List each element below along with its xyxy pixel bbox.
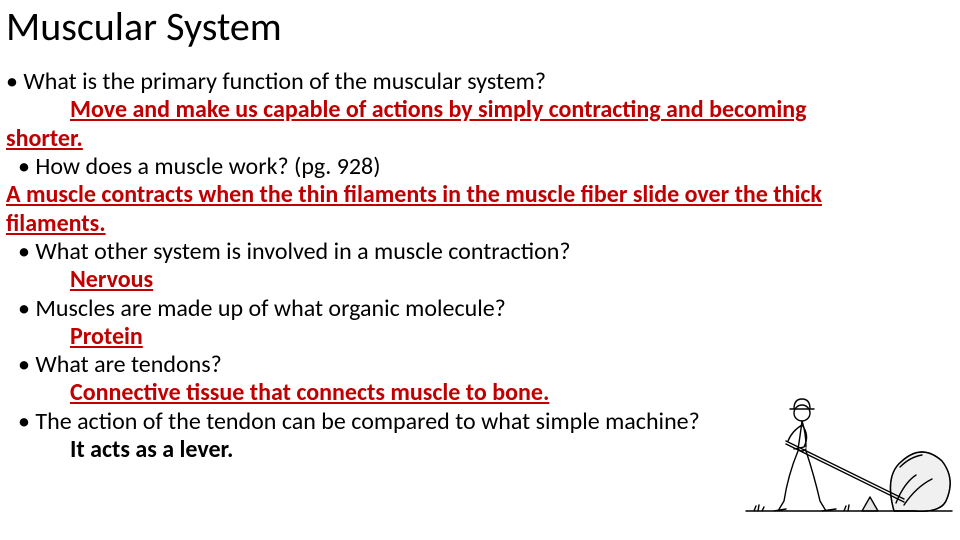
answer-3: Nervous <box>6 266 946 294</box>
answer-4-text: Protein <box>70 322 143 351</box>
slide: Muscular System What is the primary func… <box>0 0 960 540</box>
man-with-lever-and-rock-icon <box>744 383 954 518</box>
question-3: What other system is involved in a muscl… <box>6 238 946 266</box>
question-5: What are tendons? <box>6 351 946 379</box>
answer-1-line2: shorter. <box>6 125 946 153</box>
answer-4: Protein <box>6 323 946 351</box>
answer-1-text-a: Move and make us capable of actions by s… <box>70 95 807 124</box>
slide-title: Muscular System <box>6 2 282 51</box>
answer-2-line2: filaments. <box>6 210 946 238</box>
answer-1-line1: Move and make us capable of actions by s… <box>6 96 946 124</box>
question-4: Muscles are made up of what organic mole… <box>6 295 946 323</box>
answer-3-text: Nervous <box>70 265 153 294</box>
question-1: What is the primary function of the musc… <box>6 68 946 96</box>
answer-5-text: Connective tissue that connects muscle t… <box>70 378 549 407</box>
answer-6-text: It acts as a lever. <box>70 435 233 464</box>
question-2: How does a muscle work? (pg. 928) <box>6 153 946 181</box>
answer-2-line1: A muscle contracts when the thin filamen… <box>6 181 946 209</box>
